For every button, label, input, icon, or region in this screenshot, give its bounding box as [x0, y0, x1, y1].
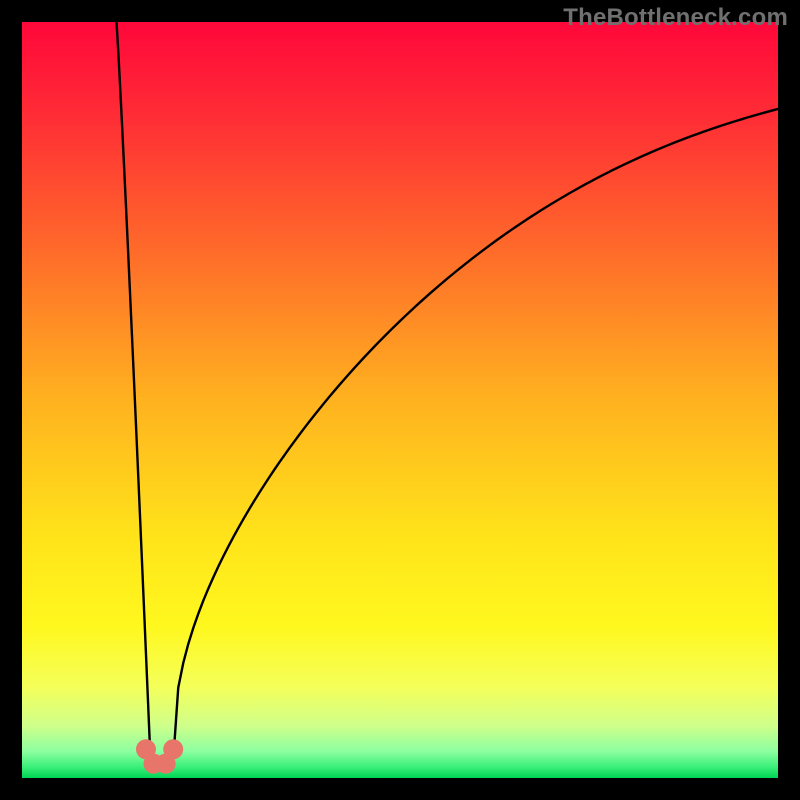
- chart-svg: [0, 0, 800, 800]
- valley-marker: [163, 739, 183, 759]
- chart-root: TheBottleneck.com: [0, 0, 800, 800]
- watermark-text: TheBottleneck.com: [563, 4, 788, 32]
